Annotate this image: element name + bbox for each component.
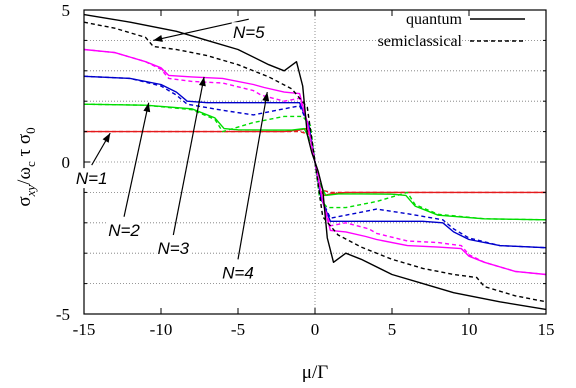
annotation-label: N=2 [108,221,140,240]
annotation-arrow [172,76,205,236]
annotation-label: N=5 [233,23,265,42]
y-axis-title: σxy/ωc τ σ0 [14,127,38,206]
y-tick-label: -5 [56,305,70,324]
annotation-arrow [237,91,268,260]
y-tick-label: 0 [62,153,71,172]
axis-ticks: -15 -10 -5 0 5 10 15 -5 0 5 [56,1,555,339]
svg-text:σxy/ωc τ σ0: σxy/ωc τ σ0 [14,127,38,206]
series-n5-semiclassical [83,21,547,303]
annotation-arrow [123,102,150,217]
x-tick-label: -10 [150,320,173,339]
annotation-label: N=1 [76,169,108,188]
x-tick-label: 5 [388,320,397,339]
x-tick-label: 10 [461,320,478,339]
annotation-arrowhead [143,102,151,113]
legend-label-quantum: quantum [406,11,463,28]
annotation-label-bg [156,238,191,259]
annotation-arrowhead [102,133,111,143]
series-n4-semiclassical [83,48,547,276]
legend-label-semiclassical: semiclassical [378,33,463,50]
annotation-label-bg [74,168,109,189]
x-tick-label: -5 [231,320,245,339]
x-axis-title: μ/Γ [302,362,328,383]
series-lines [83,13,547,311]
x-tick-label: 0 [311,320,320,339]
legend: quantum semiclassical [378,11,525,50]
annotation-arrowhead [199,76,206,87]
x-tick-label: 15 [538,320,555,339]
annotations: N=5 N=1 N=2 N=3 N=4 [74,18,270,283]
annotation-label: N=3 [157,239,189,258]
series-n2-semiclassical [83,103,547,221]
y-tick-label: 5 [62,1,71,20]
annotation-label-bg [221,262,255,283]
annotation-label: N=4 [222,263,254,282]
x-tick-label: -15 [73,320,96,339]
annotation-arrowhead [153,35,163,42]
series-n5-quantum [83,13,547,311]
annotation-arrowhead [262,92,270,102]
annotation-label-bg [231,22,266,43]
annotation-label-bg [107,219,142,240]
